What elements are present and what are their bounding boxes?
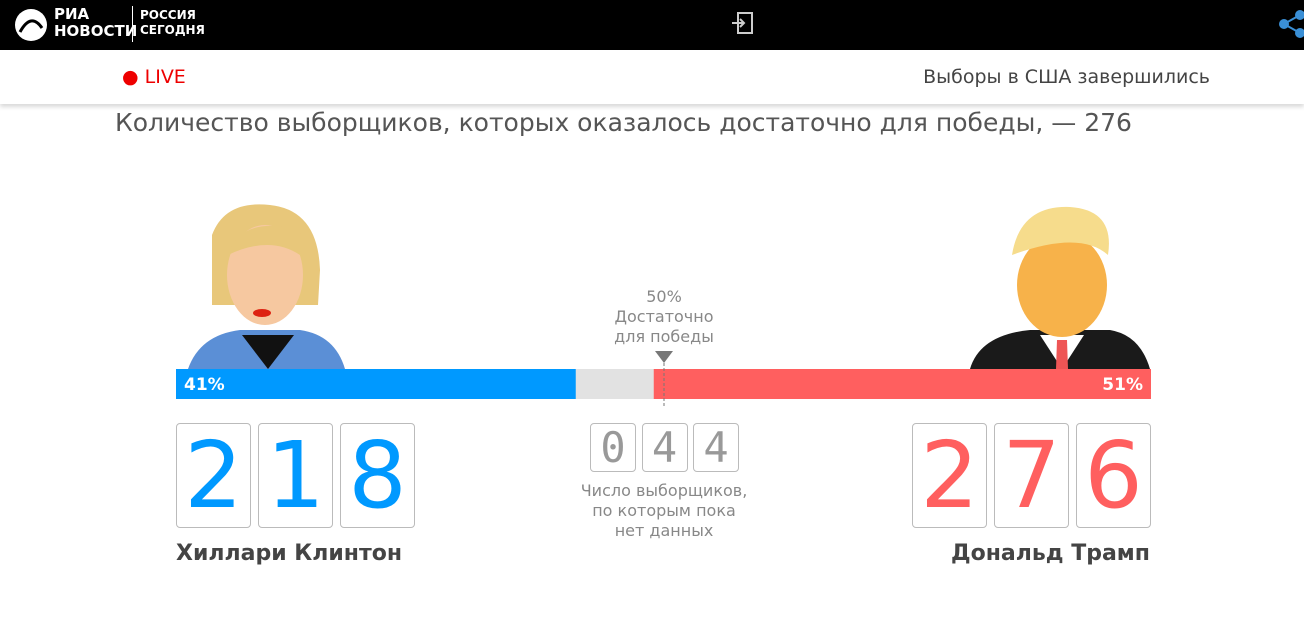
note-line: по которым пока xyxy=(592,501,736,520)
note-line: Число выборщиков, xyxy=(580,481,748,500)
partner-line: РОССИЯ xyxy=(140,8,196,22)
top-bar: РИА НОВОСТИ РОССИЯ СЕГОДНЯ xyxy=(0,0,1304,50)
title: Количество выборщиков, которых оказалось… xyxy=(115,108,1132,137)
undecided-note: Число выборщиков, по которым пока нет да… xyxy=(564,481,764,541)
status-strip: ● LIVE Выборы в США завершились xyxy=(0,50,1304,104)
digit-box: 1 xyxy=(258,423,333,528)
divider xyxy=(132,6,133,42)
live[interactable]: ● LIVE xyxy=(122,66,186,88)
candidate-name: Дональд Трамп xyxy=(951,541,1150,566)
bar-segment xyxy=(653,369,1151,399)
share-icon[interactable] xyxy=(1278,10,1304,38)
partner-line: СЕГОДНЯ xyxy=(140,23,205,37)
percent-label: 51% xyxy=(1102,375,1143,395)
digit-box: 8 xyxy=(340,423,415,528)
login-icon[interactable] xyxy=(730,11,754,35)
digit-box: 6 xyxy=(1076,423,1151,528)
logo-icon xyxy=(15,9,47,41)
threshold-label: 50% Достаточно для победы xyxy=(564,287,764,347)
percent-label: 41% xyxy=(184,375,225,395)
digit-box: 7 xyxy=(994,423,1069,528)
logo-line: РИА xyxy=(54,5,90,23)
results-bar: 41% 51% xyxy=(176,351,1151,407)
digit-box: 2 xyxy=(176,423,251,528)
digit-box: 4 xyxy=(641,423,688,472)
threshold-arrow xyxy=(655,351,673,363)
live-label: LIVE xyxy=(144,66,186,88)
digit-box: 4 xyxy=(693,423,739,472)
logo[interactable]: РИА НОВОСТИ xyxy=(54,6,137,40)
candidate-name: Хиллари Клинтон xyxy=(176,541,403,566)
portraits xyxy=(188,204,1150,369)
digit-box: 2 xyxy=(912,423,987,528)
partner[interactable]: РОССИЯ СЕГОДНЯ xyxy=(140,8,205,38)
status: Выборы в США завершились xyxy=(923,66,1210,88)
digit-box: 0 xyxy=(590,423,636,472)
note-line: нет данных xyxy=(614,521,714,540)
threshold-line: Достаточно xyxy=(614,307,714,326)
bar-segment xyxy=(176,369,576,399)
threshold-line: для победы xyxy=(614,327,714,346)
threshold-line: 50% xyxy=(646,287,682,306)
logo-line: НОВОСТИ xyxy=(54,22,138,40)
